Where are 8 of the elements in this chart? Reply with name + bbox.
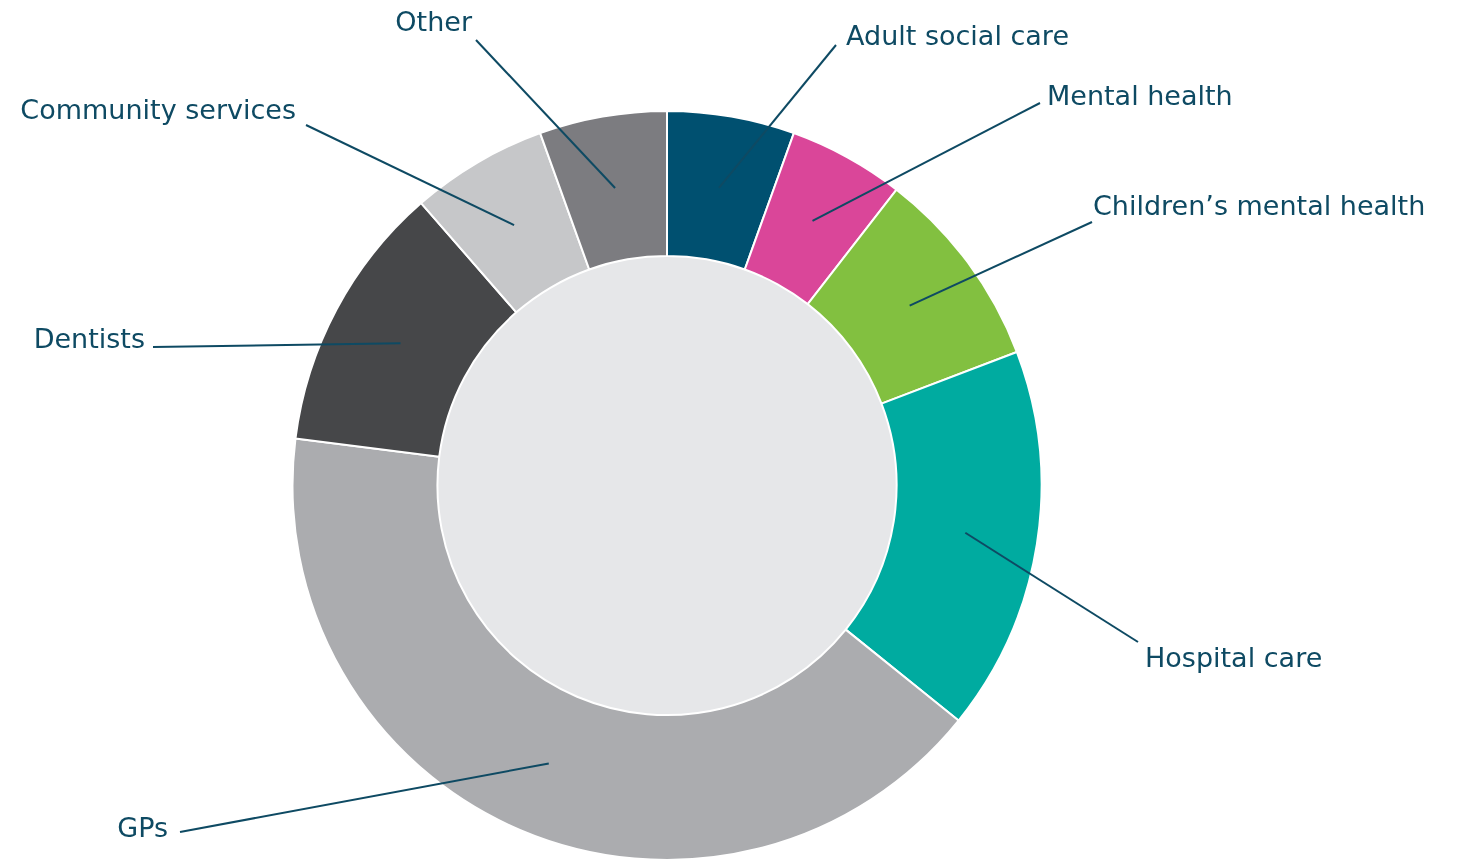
slice-label: Mental health xyxy=(1047,80,1233,112)
slice-label: Hospital care xyxy=(1145,642,1323,674)
slice-label: GPs xyxy=(117,812,168,844)
slice-label: Dentists xyxy=(33,323,145,355)
slice-label: Community services xyxy=(20,94,296,126)
slice-label: Children’s mental health xyxy=(1093,190,1426,222)
slice-label: Adult social care xyxy=(846,20,1069,52)
slice-label: Other xyxy=(395,6,473,38)
